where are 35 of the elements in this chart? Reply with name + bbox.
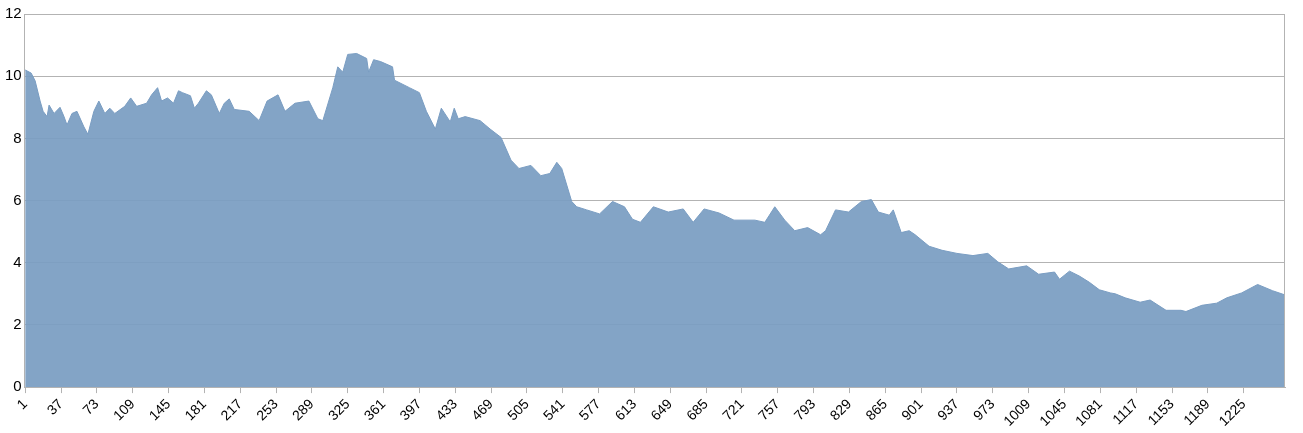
x-tick-label: 397 xyxy=(396,395,425,424)
x-tick-label: 829 xyxy=(826,395,855,424)
y-tick-label: 2 xyxy=(13,315,22,333)
x-tick-label: 433 xyxy=(432,395,461,424)
x-tick-label: 613 xyxy=(611,395,640,424)
x-tick-label: 37 xyxy=(43,395,67,418)
x-tick-label: 937 xyxy=(934,395,962,424)
y-tick-label: 10 xyxy=(5,66,22,84)
x-tick-label: 757 xyxy=(754,395,783,424)
x-tick-label: 793 xyxy=(790,395,819,424)
x-tick-label: 109 xyxy=(109,395,138,424)
y-tick-label: 0 xyxy=(13,377,22,395)
x-tick-label: 901 xyxy=(898,395,927,424)
x-tick-label: 577 xyxy=(575,395,604,424)
y-tick-label: 12 xyxy=(5,4,22,22)
x-tick-label: 1 xyxy=(13,395,31,413)
x-tick-label: 145 xyxy=(145,395,174,424)
x-tick-label: 325 xyxy=(324,395,353,424)
x-tick-label: 973 xyxy=(969,395,998,424)
y-tick-label: 4 xyxy=(13,252,22,270)
x-tick-label: 253 xyxy=(253,395,282,424)
y-tick-label: 6 xyxy=(13,190,22,208)
x-tick-label: 685 xyxy=(683,395,712,424)
x-tick-label: 865 xyxy=(862,395,891,424)
x-tick-label: 361 xyxy=(360,395,389,424)
x-tick-label: 73 xyxy=(79,395,102,418)
x-tick-label: 217 xyxy=(217,395,246,424)
x-tick-label: 505 xyxy=(503,395,532,424)
y-tick-label: 8 xyxy=(13,128,22,146)
x-tick-label: 289 xyxy=(288,395,317,424)
x-tick-label: 469 xyxy=(468,395,497,424)
x-tick-label: 721 xyxy=(718,395,747,424)
x-tick-label: 541 xyxy=(539,395,568,424)
x-tick-label: 649 xyxy=(647,395,676,424)
x-tick-label: 181 xyxy=(181,395,210,424)
